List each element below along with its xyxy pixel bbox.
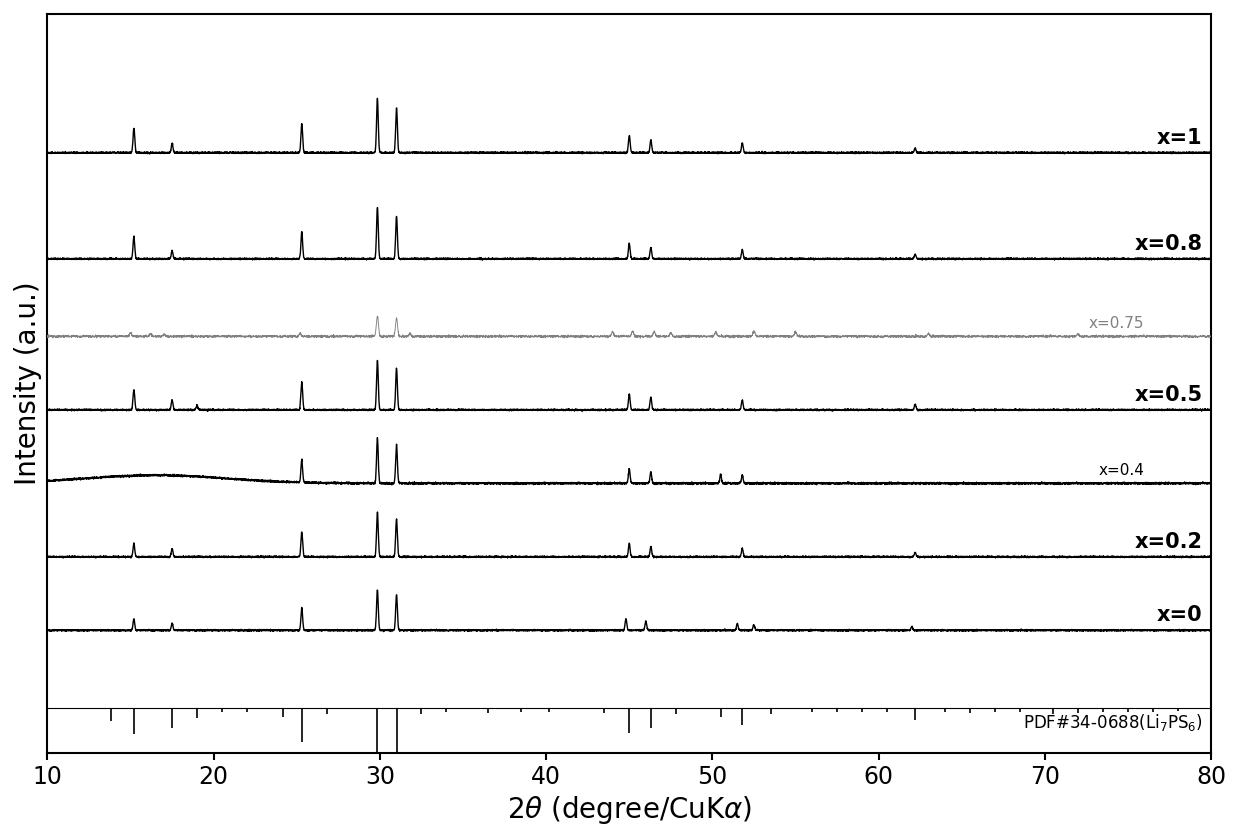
Text: x=0.8: x=0.8: [1135, 234, 1203, 254]
Text: PDF#34-0688(Li$_7$PS$_6$): PDF#34-0688(Li$_7$PS$_6$): [1023, 712, 1203, 733]
Text: x=0.5: x=0.5: [1135, 385, 1203, 405]
X-axis label: 2$\theta$ (degree/CuK$\alpha$): 2$\theta$ (degree/CuK$\alpha$): [507, 794, 751, 826]
Text: x=1: x=1: [1157, 128, 1203, 148]
Text: x=0: x=0: [1157, 606, 1203, 626]
Text: x=0.75: x=0.75: [1089, 317, 1145, 332]
Text: x=0.2: x=0.2: [1135, 532, 1203, 552]
Text: x=0.4: x=0.4: [1099, 464, 1145, 479]
Y-axis label: Intensity (a.u.): Intensity (a.u.): [14, 281, 42, 486]
